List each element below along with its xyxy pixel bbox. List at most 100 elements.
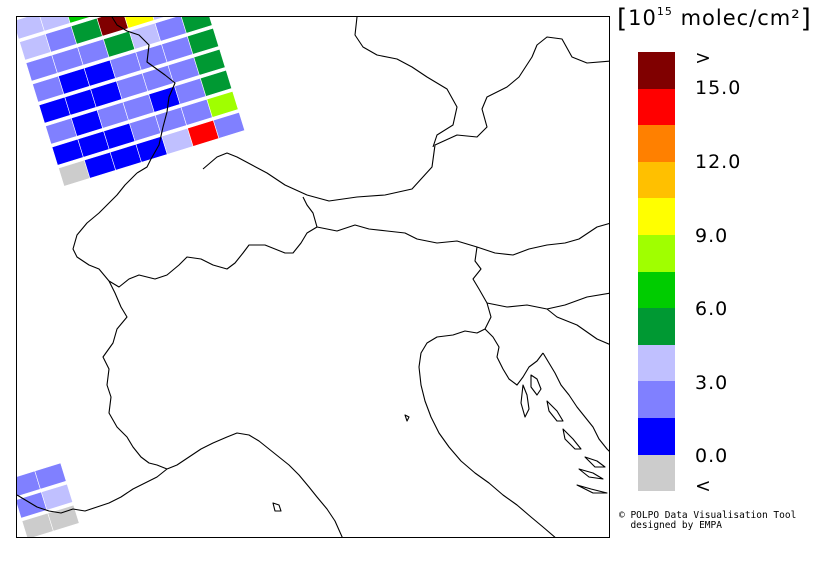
swath-cell	[167, 56, 200, 84]
swath-cell	[51, 46, 84, 74]
border-germany-austria	[202, 36, 609, 202]
swath-cell	[51, 138, 84, 166]
swath-cell	[45, 117, 78, 145]
swath-cell	[187, 119, 220, 147]
swath-cell	[152, 17, 166, 21]
legend-label-9: 9.0	[695, 225, 729, 247]
swath-cell	[25, 54, 58, 82]
legend-label-3: 3.0	[695, 372, 729, 394]
legend-title: [1015 molec/cm²]	[617, 4, 812, 34]
swath-cell	[70, 109, 104, 137]
swath-cell	[129, 114, 162, 142]
color-swatch	[638, 52, 675, 89]
legend-title-unit: molec/cm²	[672, 6, 801, 30]
island-hvar	[578, 468, 604, 480]
swath-cell	[109, 143, 142, 171]
island-krk	[530, 374, 542, 396]
swath-cell	[161, 35, 194, 63]
swath-cell	[64, 88, 97, 116]
swath-cell	[40, 483, 74, 511]
island-brac	[584, 456, 606, 468]
swath-cell	[103, 122, 136, 150]
legend-label-under: <	[695, 475, 712, 497]
border-croatia-inland	[546, 308, 609, 345]
color-swatch	[638, 381, 675, 418]
swath-cell	[96, 101, 129, 129]
border-france-germany	[111, 17, 176, 174]
swath-cell	[38, 96, 71, 124]
swath-cell	[77, 38, 110, 66]
satellite-swath-bottom	[17, 462, 80, 537]
credits-line-1: © POLPO Data Visualisation Tool	[619, 510, 797, 521]
coast-adriatic-italy	[418, 328, 556, 537]
island-cres	[520, 384, 530, 418]
swath-cell	[206, 90, 239, 118]
swath-cell	[186, 27, 220, 55]
swath-cell	[70, 17, 103, 45]
border-italy-slovenia	[472, 246, 492, 330]
swath-cell	[154, 106, 187, 134]
border-slovenia-croatia	[486, 292, 609, 310]
coast-liguria	[166, 432, 343, 537]
map-canvas[interactable]	[17, 17, 610, 538]
country-borders	[72, 17, 609, 470]
legend-title-open: [	[617, 4, 629, 34]
swath-cell	[83, 151, 117, 179]
island-pag	[546, 400, 564, 422]
map-panel[interactable]	[16, 16, 610, 538]
coast-riviera	[17, 468, 168, 514]
color-swatch	[638, 271, 675, 309]
swath-cell	[181, 17, 213, 34]
swath-cell	[212, 111, 246, 139]
color-swatch	[638, 161, 675, 199]
swath-cell	[58, 159, 91, 187]
legend-label-12: 12.0	[695, 151, 742, 173]
swath-cell	[148, 85, 181, 113]
credits: © POLPO Data Visualisation Tool designed…	[619, 511, 796, 531]
satellite-swath-top	[17, 17, 246, 187]
swath-cell	[67, 17, 92, 24]
border-switzerland	[72, 172, 318, 288]
swath-cell	[122, 93, 155, 121]
swath-cell	[32, 75, 65, 103]
swath-cell	[128, 22, 161, 50]
color-bar	[638, 52, 675, 492]
coast-croatia	[542, 352, 609, 452]
island-dugi	[562, 428, 582, 450]
swath-cell	[83, 59, 116, 87]
swath-cell	[116, 72, 149, 100]
color-swatch	[638, 344, 675, 382]
island-elba	[272, 502, 282, 512]
legend-label-15: 15.0	[695, 77, 742, 99]
color-swatch	[638, 88, 675, 126]
swath-cell	[90, 80, 123, 108]
color-swatch	[638, 308, 675, 345]
legend-title-base: 10	[628, 6, 657, 30]
legend: [1015 molec/cm²] > 15.0 12.0 9.0 6.0 3.0…	[615, 0, 813, 566]
credits-line-2: designed by EMPA	[619, 520, 722, 531]
swath-cell	[77, 130, 110, 158]
legend-label-over: >	[695, 47, 712, 69]
legend-title-close: ]	[800, 4, 812, 34]
swath-cell	[180, 98, 213, 126]
legend-label-6: 6.0	[695, 298, 729, 320]
swath-cell	[57, 67, 91, 95]
swath-cell	[193, 48, 226, 76]
color-swatch	[638, 234, 675, 272]
color-swatch	[638, 125, 675, 162]
border-france-italy	[102, 280, 168, 470]
swath-cell	[109, 51, 142, 79]
swath-cell	[44, 25, 78, 53]
color-swatch	[638, 417, 675, 455]
island-korcula	[576, 484, 608, 494]
coastlines	[17, 328, 609, 537]
swath-cell	[199, 69, 233, 97]
color-swatch	[638, 454, 675, 492]
color-swatch	[638, 198, 675, 235]
swath-cell	[19, 33, 52, 61]
swath-cell	[103, 30, 136, 58]
legend-label-0: 0.0	[695, 445, 729, 467]
island-small	[404, 414, 410, 422]
swath-cell	[135, 43, 168, 71]
legend-title-exponent: 15	[656, 5, 673, 18]
